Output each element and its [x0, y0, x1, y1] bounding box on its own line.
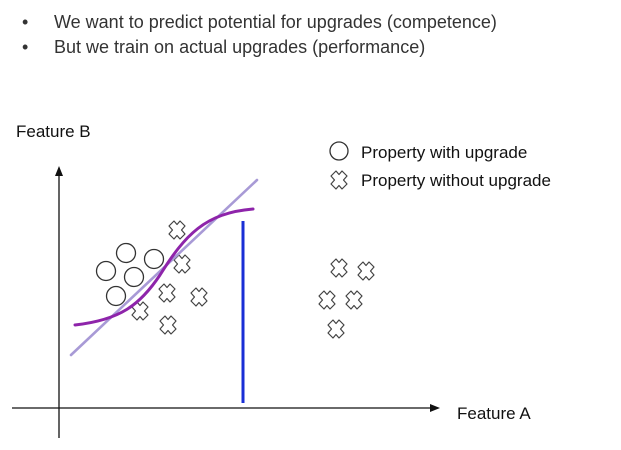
circle-marker	[123, 266, 145, 288]
curved-boundary-line	[73, 207, 255, 327]
cross-marker	[173, 254, 191, 274]
cross-marker	[159, 315, 177, 335]
cross-marker	[345, 290, 363, 310]
cross-marker	[158, 283, 176, 303]
circle-marker	[115, 242, 137, 264]
bullet-dot: •	[22, 12, 29, 32]
y-axis-arrow-icon	[55, 166, 63, 176]
cross-marker	[357, 261, 375, 281]
bullet-item: • But we train on actual upgrades (perfor…	[22, 35, 497, 60]
cross-marker	[327, 319, 345, 339]
y-axis-label: Feature B	[16, 122, 91, 141]
no-upgrade-points	[131, 220, 375, 339]
circle-marker	[143, 248, 165, 270]
circle-marker	[95, 260, 117, 282]
legend-circle-icon	[329, 141, 349, 161]
legend-label-with-upgrade: Property with upgrade	[361, 143, 527, 162]
cross-marker	[318, 290, 336, 310]
x-axis-label: Feature A	[457, 404, 531, 423]
cross-marker	[330, 258, 348, 278]
upgrade-points	[95, 242, 165, 307]
cross-marker	[168, 220, 186, 240]
legend-cross-icon	[330, 170, 348, 190]
bullet-dot: •	[22, 37, 29, 57]
x-axis-arrow-icon	[430, 404, 440, 412]
circle-marker	[105, 285, 127, 307]
bullet-item: • We want to predict potential for upgrad…	[22, 10, 497, 35]
legend-label-without-upgrade: Property without upgrade	[361, 171, 551, 190]
cross-marker	[190, 287, 208, 307]
bullet-list: • We want to predict potential for upgrad…	[22, 10, 497, 60]
